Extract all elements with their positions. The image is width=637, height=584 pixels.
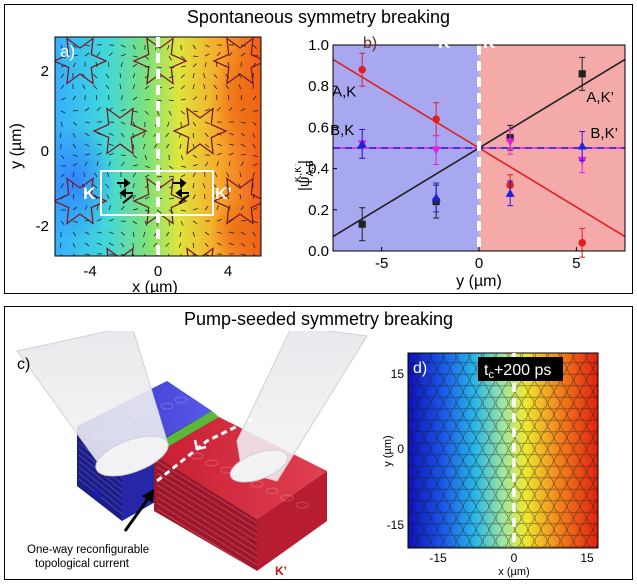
b-xtick: 0 [475,255,483,272]
series-label: A,K [332,84,356,101]
b-ytick: 0.8 [308,78,329,95]
a-xtick: -4 [83,263,96,280]
panel-c-illustration: c) K K’ One-way reconfigurable topologic… [16,331,368,578]
time-stamp: tc+200 ps [484,362,551,381]
panel-d-xticks: -15 0 15 [429,551,594,565]
d-ytick: 15 [391,367,405,381]
a-ytick: 0 [41,143,49,160]
data-point [432,115,440,123]
b-ytick: 0.4 [308,161,329,178]
d-ytick: 0 [397,442,404,456]
data-point [358,65,366,74]
current-direction-icon [193,439,207,451]
bottom-panel-title: Pump-seeded symmetry breaking [183,309,454,329]
panel-a-xticks: -4 0 4 [83,263,232,280]
kprime-domain-side [154,455,257,571]
svg-text:|ψA,BK,K’|: |ψA,BK,K’| [295,160,316,191]
top-panel-title: Spontaneous symmetry breaking [186,7,451,27]
panel-d-ylabel: y (µm) [383,435,394,466]
topological-current-path [156,417,253,483]
panel-d-xlabel: x (µm) [498,566,529,578]
data-point [505,188,515,197]
a-xtick: 4 [224,263,232,280]
a-xtick: 0 [154,263,162,280]
panel-d-heatmap [408,353,598,548]
panel-c-label: c) [17,356,30,373]
d-xtick: 0 [511,551,518,565]
data-point [578,70,586,78]
k-label-a: K [83,184,96,203]
b-ytick: 0.2 [308,202,329,219]
k-label-b: K [438,33,451,52]
panel-b-chart: -5 0 5 0.0 0.2 0.4 0.6 0.8 1.0 A,K A,K’ B,K B,K’ y… [295,33,626,290]
series-label: A,K’ [586,89,614,106]
data-point [431,146,441,155]
data-point [577,141,587,150]
vortex-arrows [117,178,190,204]
annotation-line1: One-way reconfigurable [27,544,149,556]
a-ytick: 2 [41,63,49,80]
a-ytick: -2 [36,218,49,235]
panel-d-figure: tc+200 ps d) 15 0 -15 -15 0 15 x (µm) y … [383,352,599,578]
kprime-label-a: K’ [215,184,232,203]
vector-field [59,44,259,256]
b-xtick: -5 [375,255,388,272]
kprime-label-c: K’ [275,564,287,578]
b-xtick: 5 [572,255,580,272]
b-ytick: 0.0 [308,243,329,260]
panel-b-label: b) [363,35,377,52]
panel-a-figure: K K’ a) -4 0 4 2 0 -2 x (µm) y (µm) [8,36,262,293]
panel-a-yticks: 2 0 -2 [36,63,49,235]
panel-a-xlabel: x (µm) [132,279,178,293]
top-figure-panel: Spontaneous symmetry breaking [4,4,633,294]
panel-b-ylabel: |ψA,BK,K’| [295,160,316,191]
annotation-line2: topological current [35,558,130,570]
data-point [505,138,515,147]
b-ytick: 1.0 [308,37,329,54]
series-label: B,K [330,122,354,139]
kprime-label-b: K’ [483,33,500,52]
time-badge [478,357,563,381]
panel-d-label: d) [413,360,427,377]
annotation-arrow [123,495,152,532]
vortex-box [100,170,214,216]
k-label-c: K [93,486,102,500]
panel-a-ylabel: y (µm) [8,123,25,169]
d-xtick: -15 [429,551,447,565]
data-point [431,192,441,201]
d-ytick: -15 [387,518,405,532]
lattice-sites [408,353,598,548]
data-point [358,220,366,228]
d-xtick: 15 [580,551,594,565]
bottom-figure-panel: Pump-seeded symmetry breaking [4,306,633,580]
panel-b-xlabel: y (µm) [456,273,502,290]
data-point [357,139,367,148]
panel-d-yticks: 15 0 -15 [387,367,405,532]
panel-a-label: a) [60,42,75,61]
b-ytick: 0.6 [308,119,329,136]
series-label: B,K’ [590,125,618,142]
data-point [578,238,586,247]
